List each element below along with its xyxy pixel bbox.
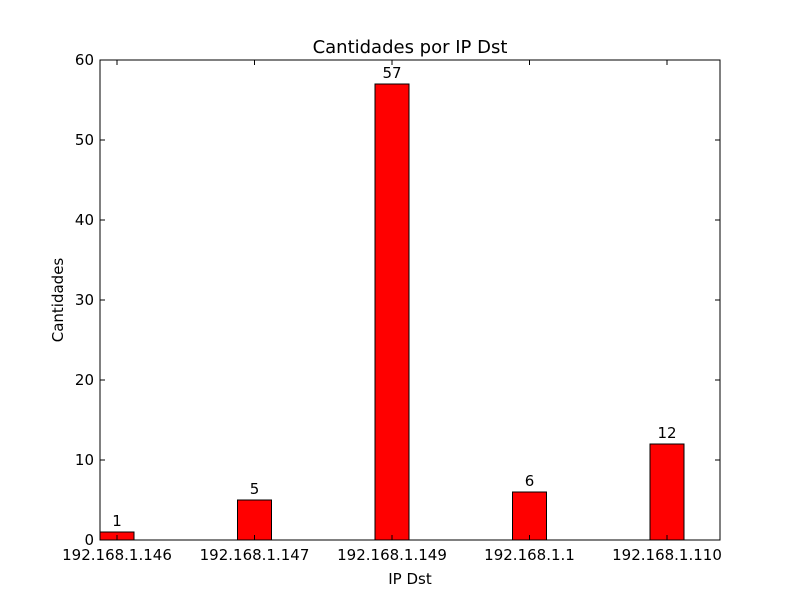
y-tick-label-20: 20: [75, 371, 94, 389]
data-label-192.168.1.110: 12: [657, 424, 676, 442]
data-label-192.168.1.146: 1: [112, 512, 122, 530]
y-axis-ticks: 0 10 20 30 40 50 60: [75, 51, 720, 549]
x-axis-ticks: 192.168.1.146 192.168.1.147 192.168.1.149 1…: [62, 60, 722, 564]
data-labels-group: 1 5 57 6 12: [112, 64, 676, 530]
x-tick-label-192.168.1.110: 192.168.1.110: [612, 546, 722, 564]
data-label-192.168.1.1: 6: [525, 472, 535, 490]
y-axis-label: Cantidades: [49, 258, 67, 343]
chart-title: Cantidades por IP Dst: [313, 37, 508, 58]
x-tick-label-192.168.1.147: 192.168.1.147: [200, 546, 310, 564]
y-tick-label-60: 60: [75, 51, 94, 69]
bar-192.168.1.147: [237, 499, 272, 541]
data-label-192.168.1.147: 5: [250, 480, 260, 498]
bar-192.168.1.1: [512, 491, 547, 541]
x-tick-label-192.168.1.149: 192.168.1.149: [337, 546, 447, 564]
bar-192.168.1.110: [649, 443, 685, 541]
y-tick-label-10: 10: [75, 451, 94, 469]
data-label-192.168.1.149: 57: [382, 64, 401, 82]
x-axis-label: IP Dst: [388, 570, 432, 588]
plot-background: [100, 60, 720, 540]
bar-192.168.1.149: [374, 83, 410, 541]
y-tick-label-50: 50: [75, 131, 94, 149]
y-tick-label-40: 40: [75, 211, 94, 229]
x-tick-label-192.168.1.146: 192.168.1.146: [62, 546, 172, 564]
x-tick-label-192.168.1.1: 192.168.1.1: [484, 546, 575, 564]
y-tick-label-30: 30: [75, 291, 94, 309]
plot-frame: [99, 59, 721, 541]
y-tick-label-0: 0: [84, 531, 94, 549]
